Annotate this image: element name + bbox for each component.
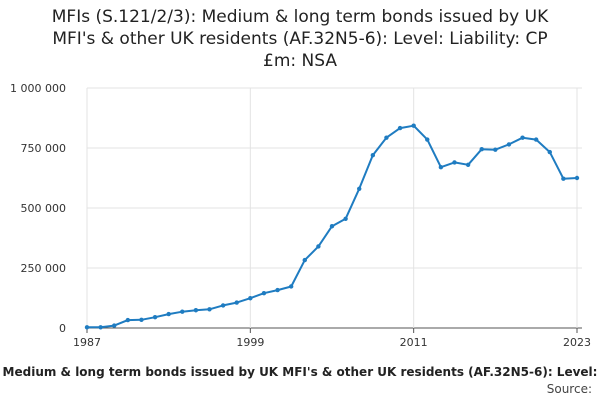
chart-title-line-2: MFI's & other UK residents (AF.32N5-6): …: [52, 29, 548, 49]
data-point[interactable]: [152, 315, 158, 320]
data-point[interactable]: [180, 309, 185, 314]
data-point[interactable]: [506, 142, 512, 147]
data-point[interactable]: [193, 308, 199, 313]
data-point[interactable]: [329, 224, 335, 229]
data-point[interactable]: [302, 257, 307, 263]
data-point[interactable]: [357, 186, 362, 191]
x-tick-label: 2023: [563, 336, 591, 349]
x-tick-label: 2011: [400, 336, 428, 349]
y-tick-label: 500 000: [21, 202, 67, 215]
y-tick-label: 1 000 000: [10, 82, 66, 95]
data-point[interactable]: [84, 325, 90, 330]
data-point[interactable]: [452, 160, 457, 165]
chart-title: MFIs (S.121/2/3): Medium & long term bon…: [0, 6, 600, 72]
data-point[interactable]: [343, 216, 348, 221]
y-tick-label: 0: [59, 322, 66, 335]
y-tick-label: 750 000: [21, 142, 67, 155]
data-point[interactable]: [370, 153, 376, 158]
data-point[interactable]: [112, 323, 117, 328]
data-point[interactable]: [288, 284, 294, 289]
data-point[interactable]: [479, 147, 484, 152]
data-point[interactable]: [574, 175, 580, 181]
grid-layer: [86, 87, 582, 329]
data-point[interactable]: [248, 296, 253, 301]
x-tick-label: 1999: [236, 336, 264, 349]
data-point[interactable]: [384, 135, 389, 140]
data-point[interactable]: [220, 303, 226, 308]
series-caption-text: Medium & long term bonds issued by UK MF…: [2, 365, 598, 379]
data-point[interactable]: [275, 287, 280, 293]
data-point[interactable]: [520, 135, 525, 140]
chart-title-line-1: MFIs (S.121/2/3): Medium & long term bon…: [51, 7, 549, 27]
x-tick-label: 1987: [73, 336, 101, 349]
data-point[interactable]: [316, 244, 321, 249]
data-point[interactable]: [125, 317, 131, 323]
series-layer: [84, 123, 580, 330]
data-point[interactable]: [261, 291, 267, 296]
chart-title-line-3: £m: NSA: [263, 51, 337, 71]
data-point[interactable]: [98, 325, 103, 330]
data-point[interactable]: [493, 147, 498, 152]
data-point[interactable]: [234, 300, 239, 305]
data-point[interactable]: [425, 137, 430, 142]
data-point[interactable]: [465, 162, 471, 167]
axis-layer: 0 250 000 500 000 750 000 1 000 000 1987 1999 2…: [10, 82, 591, 349]
series-caption: Medium & long term bonds issued by UK MF…: [0, 365, 600, 383]
data-point[interactable]: [561, 176, 566, 181]
data-point[interactable]: [139, 317, 144, 323]
data-point[interactable]: [411, 123, 416, 128]
data-point[interactable]: [166, 311, 171, 317]
y-tick-label: 250 000: [21, 262, 67, 275]
data-point[interactable]: [397, 125, 403, 131]
data-point[interactable]: [533, 137, 539, 142]
data-point[interactable]: [207, 307, 212, 312]
data-point[interactable]: [547, 149, 552, 155]
data-point[interactable]: [438, 165, 444, 170]
source-label: Source:: [546, 382, 592, 396]
